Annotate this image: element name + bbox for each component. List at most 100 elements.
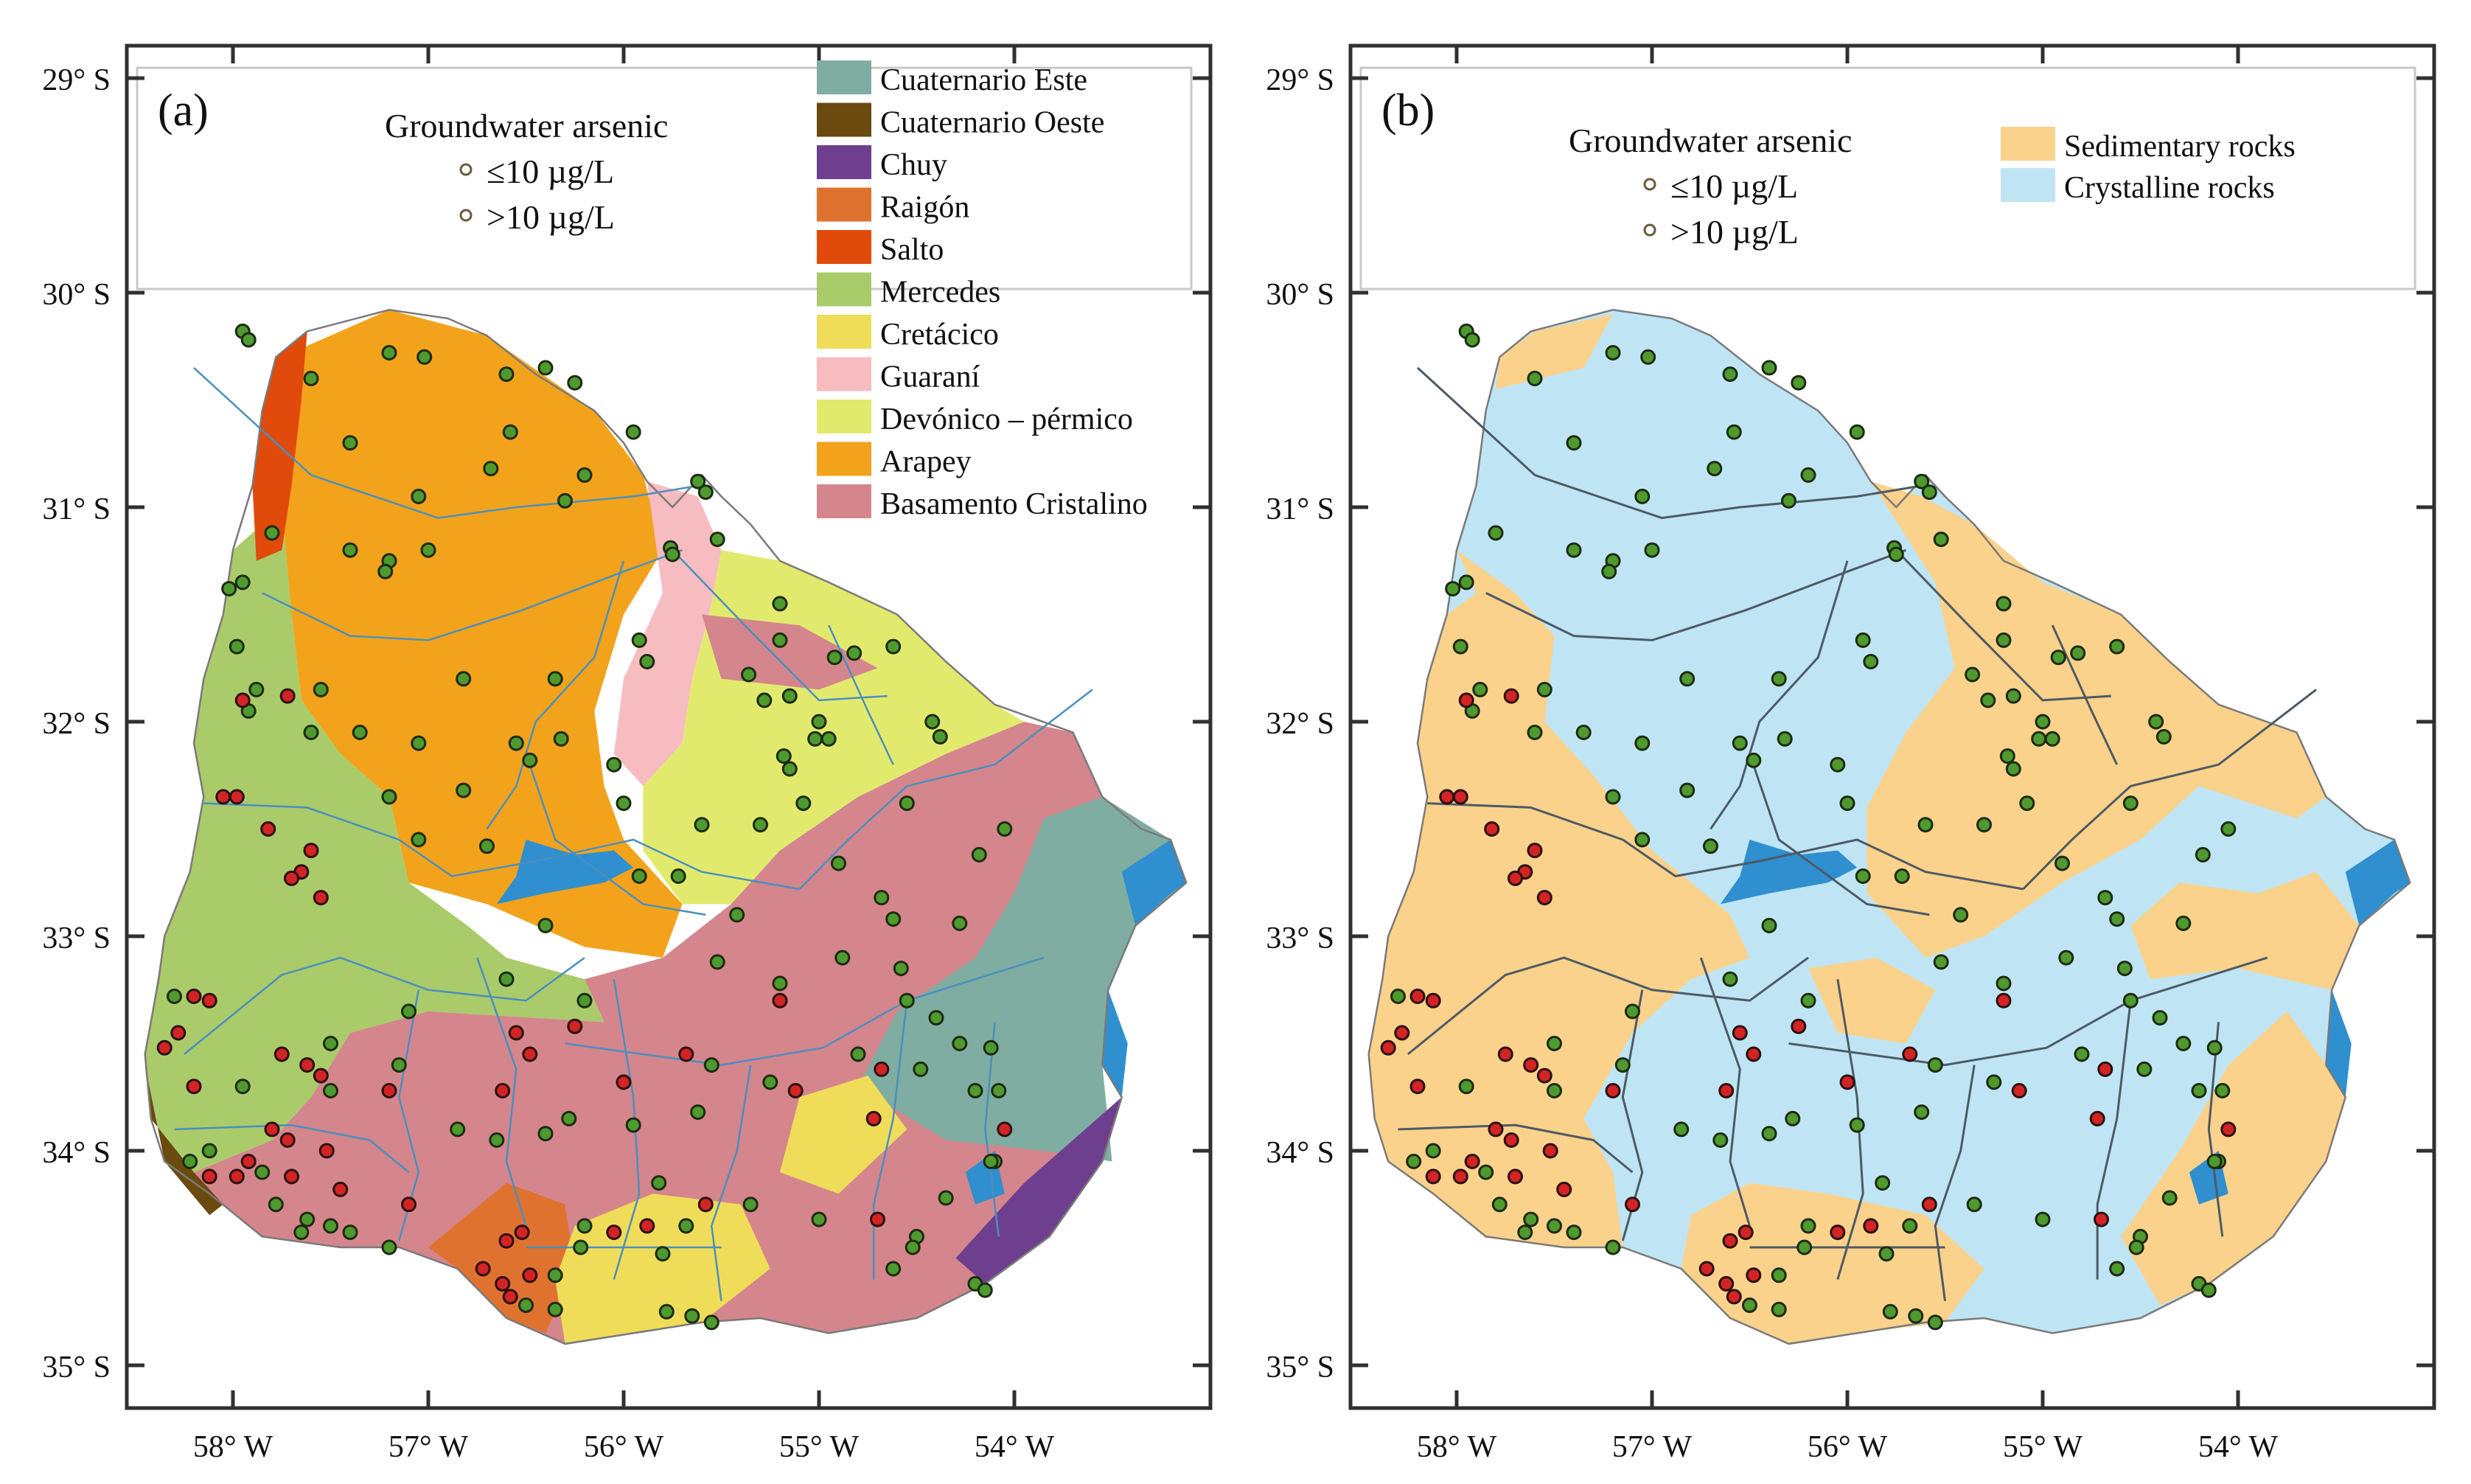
sample-point-low bbox=[1771, 1267, 1787, 1283]
legend-unit-label: Chuy bbox=[880, 148, 947, 182]
sample-point-high bbox=[215, 789, 231, 805]
sample-point-high bbox=[1718, 1083, 1735, 1098]
sample-point-low bbox=[323, 1218, 338, 1234]
axes: 29° S 30° S 31° S 32° S 33° S 34° S 35° S 58° W… bbox=[42, 46, 1210, 1464]
sample-point-low bbox=[1536, 681, 1552, 697]
river-line bbox=[1427, 802, 2024, 891]
sample-point-high bbox=[170, 1025, 187, 1041]
sample-point-low bbox=[254, 1164, 271, 1180]
sample-point-low bbox=[2128, 1239, 2144, 1255]
lat-label: 31° S bbox=[42, 492, 111, 526]
sample-point-high bbox=[381, 1083, 397, 1098]
river-line bbox=[262, 549, 683, 641]
lon-label: 57° W bbox=[1612, 1430, 1693, 1464]
sample-point-low bbox=[658, 1303, 675, 1320]
sample-point-low bbox=[1445, 581, 1461, 597]
sample-point-low bbox=[1996, 596, 2012, 612]
sample-point-low bbox=[502, 424, 518, 440]
sample-point-low bbox=[508, 735, 524, 751]
sample-point-high bbox=[229, 1168, 245, 1185]
river-line bbox=[1416, 366, 1922, 520]
sample-point-low bbox=[1781, 492, 1796, 509]
sample-point-high bbox=[1484, 821, 1500, 837]
sample-point-low bbox=[1614, 1057, 1631, 1073]
sample-point-high bbox=[502, 1289, 518, 1305]
sample-point-high bbox=[1732, 1025, 1748, 1041]
sample-point-low bbox=[1849, 1117, 1865, 1133]
sample-point-high bbox=[772, 992, 788, 1009]
sample-point-low bbox=[834, 950, 851, 966]
sample-point-low bbox=[2097, 890, 2113, 906]
sample-point-low bbox=[522, 752, 538, 768]
sample-point-low bbox=[557, 492, 573, 509]
lat-label: 33° S bbox=[42, 922, 111, 955]
legend-low-symbol bbox=[459, 163, 473, 176]
sample-point-low bbox=[1894, 868, 1910, 884]
sample-point-low bbox=[240, 332, 257, 348]
sample-point-low bbox=[678, 1218, 694, 1234]
legend-unit-label: Guaraní bbox=[880, 360, 980, 394]
sample-point-low bbox=[655, 1246, 671, 1262]
arsenic-legend: Groundwater arsenic ≤10 µg/L >10 µg/L bbox=[1569, 122, 1852, 251]
sample-point-low bbox=[1917, 817, 1934, 833]
sample-point-low bbox=[1999, 748, 2015, 764]
sample-point-low bbox=[381, 345, 397, 360]
sample-point-low bbox=[885, 1261, 902, 1277]
river-line bbox=[476, 957, 527, 1227]
legend-unit-label: Cuaternario Oeste bbox=[880, 106, 1104, 140]
sample-point-low bbox=[573, 1239, 589, 1255]
sample-point-low bbox=[1566, 435, 1582, 451]
sample-point-low bbox=[2070, 645, 2086, 661]
sample-point-low bbox=[2136, 1061, 2153, 1077]
sample-point-low bbox=[1996, 975, 2012, 992]
sample-point-low bbox=[1566, 542, 1582, 558]
river-line bbox=[1699, 957, 1751, 1227]
cuaternario-oeste-region bbox=[144, 1065, 223, 1216]
river-line bbox=[1710, 560, 1849, 830]
lat-label: 30° S bbox=[1266, 278, 1334, 312]
sample-point-low bbox=[885, 911, 902, 927]
river-line bbox=[711, 1065, 752, 1301]
lat-label: 34° S bbox=[1266, 1136, 1334, 1170]
sample-point-low bbox=[850, 1046, 866, 1062]
river-line bbox=[203, 802, 800, 891]
sample-point-low bbox=[2074, 1046, 2090, 1062]
sample-point-low bbox=[182, 1154, 198, 1169]
sample-point-high bbox=[1409, 1079, 1426, 1095]
sample-point-low bbox=[938, 1190, 954, 1206]
sample-point-high bbox=[284, 1168, 299, 1185]
sample-point-low bbox=[1839, 795, 1855, 812]
sedimentary-region bbox=[1808, 958, 1936, 1044]
sample-point-high bbox=[522, 1046, 538, 1062]
lat-label: 31° S bbox=[1266, 492, 1334, 526]
sample-point-low bbox=[1771, 1301, 1787, 1317]
sample-point-low bbox=[1878, 1246, 1895, 1262]
legend-swatch bbox=[817, 230, 871, 264]
sample-point-high bbox=[1425, 992, 1441, 1009]
legend-swatch bbox=[817, 60, 871, 94]
sample-point-high bbox=[639, 1218, 655, 1234]
river-network bbox=[174, 366, 1093, 1301]
map-a-svg: 29° S 30° S 31° S 32° S 33° S 34° S 35° S 58° W… bbox=[42, 43, 1213, 1464]
sample-point-high bbox=[1503, 688, 1519, 704]
river-line bbox=[193, 366, 698, 519]
sample-point-low bbox=[928, 1010, 944, 1026]
sample-point-high bbox=[299, 1057, 316, 1073]
sample-point-low bbox=[625, 424, 641, 440]
sample-point-low bbox=[1634, 488, 1651, 504]
river-line bbox=[2096, 1000, 2132, 1280]
sample-point-high bbox=[1497, 1046, 1513, 1062]
sedimentary-region bbox=[1368, 550, 1750, 1247]
sample-point-low bbox=[1605, 345, 1621, 360]
legend-swatch bbox=[2001, 168, 2055, 202]
sample-point-low bbox=[2122, 992, 2139, 1009]
sample-point-low bbox=[742, 1196, 759, 1213]
sample-point-high bbox=[1503, 1132, 1519, 1148]
sample-point-low bbox=[456, 782, 472, 798]
sample-point-high bbox=[1726, 1289, 1742, 1305]
sample-point-low bbox=[781, 688, 798, 704]
sample-point-low bbox=[2200, 1282, 2217, 1298]
river-line bbox=[1895, 549, 2111, 702]
basamento-region bbox=[194, 722, 1112, 1344]
guarani-region bbox=[613, 481, 722, 787]
